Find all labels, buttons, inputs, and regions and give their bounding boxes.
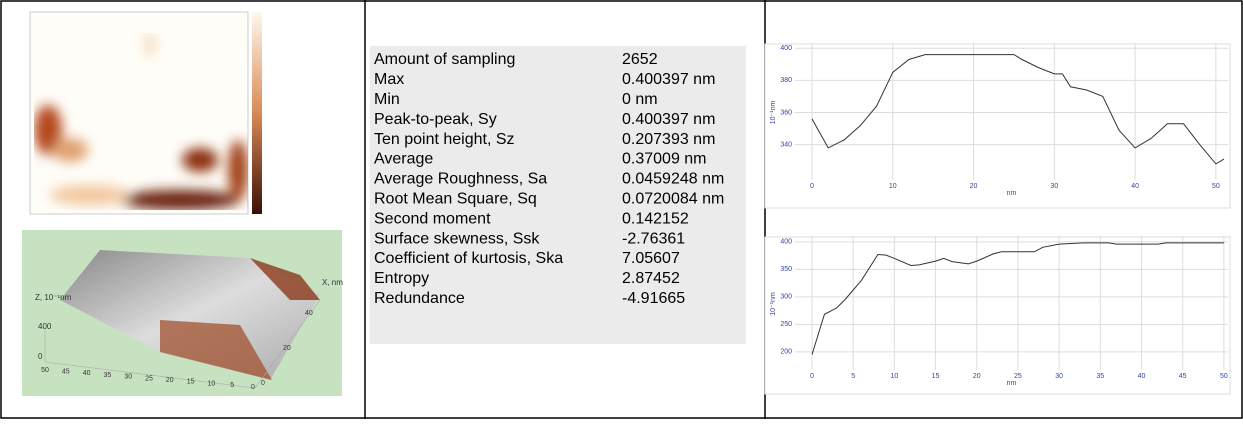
row-value: 0.37009 nm [622,151,707,168]
y-axis-label: 10⁻¹nm [770,292,777,316]
x-tick-label: 45 [62,369,70,376]
surface-3d: Z, 10⁻¹nm X, nm [22,230,343,396]
y-tick-label: 250 [780,321,792,328]
z-tick-label: 0 [38,352,43,361]
y-tick-label: 300 [780,294,792,301]
x-tick-label: 40 [1131,183,1139,190]
row-value: 0.400397 nm [622,111,715,128]
y-tick-label: 350 [780,266,792,273]
z-axis-label: Z, 10⁻¹nm [35,293,72,302]
row-label: Surface skewness, Ssk [374,230,540,247]
row-label: Root Mean Square, Sq [374,191,537,208]
row-value: 2652 [622,51,658,68]
x-tick-label: 35 [104,372,112,379]
x-axis-label: nm [1007,190,1017,197]
x-tick-label: 0 [810,183,814,190]
y-tick-label: 20 [283,345,291,352]
row-label: Second moment [374,210,491,227]
figure: Z, 10⁻¹nm X, nm 400050454035302520151050… [0,0,1243,419]
x-tick-label: 30 [124,374,132,381]
y-tick-label: 400 [780,45,792,52]
x-tick-label: 5 [230,382,234,389]
y-tick-label: 0 [261,380,265,387]
row-label: Min [374,91,400,108]
row-label: Ten point height, Sz [374,131,515,148]
y-tick-label: 200 [780,349,792,356]
plot-frame [765,237,1230,394]
y-tick-label: 400 [780,239,792,246]
row-value: 0.0720084 nm [622,191,724,208]
x-tick-label: 50 [1220,373,1228,380]
row-label: Coefficient of kurtosis, Ska [374,250,563,267]
x-tick-label: 0 [251,384,255,391]
x-axis-label: X, nm [322,278,343,287]
z-tick-label: 400 [38,322,52,331]
x-tick-label: 0 [810,373,814,380]
x-tick-label: 40 [83,370,91,377]
row-label: Amount of sampling [374,51,515,68]
row-value: 0.400397 nm [622,71,715,88]
x-tick-label: 45 [1179,373,1187,380]
row-label: Entropy [374,270,429,287]
row-value: 0 nm [622,91,658,108]
x-tick-label: 10 [889,183,897,190]
row-label: Redundance [374,290,465,307]
x-axis-label: nm [1007,380,1017,387]
row-value: 0.0459248 nm [622,171,724,188]
height-map [30,12,262,214]
x-tick-label: 15 [187,379,195,386]
row-value: -4.91665 [622,290,685,307]
x-tick-label: 25 [1014,373,1022,380]
x-tick-label: 10 [890,373,898,380]
x-tick-label: 10 [208,380,216,387]
row-label: Peak-to-peak, Sy [374,111,497,128]
y-tick-label: 40 [305,310,313,317]
y-tick-label: 360 [780,109,792,116]
x-tick-label: 20 [166,377,174,384]
row-value: 2.87452 [622,270,680,287]
x-tick-label: 40 [1138,373,1146,380]
page: Z, 10⁻¹nm X, nm 400050454035302520151050… [0,0,1243,424]
row-value: 7.05607 [622,250,680,267]
row-label: Average [374,151,433,168]
x-tick-label: 15 [932,373,940,380]
row-value: -2.76361 [622,230,685,247]
row-value: 0.207393 nm [622,131,715,148]
row-label: Max [374,71,404,88]
plot-frame [765,44,1230,208]
x-tick-label: 50 [41,367,49,374]
x-tick-label: 30 [1050,183,1058,190]
x-tick-label: 30 [1055,373,1063,380]
x-tick-label: 50 [1212,183,1220,190]
y-axis-label: 10⁻¹nm [770,101,777,125]
x-tick-label: 20 [970,183,978,190]
y-tick-label: 380 [780,77,792,84]
row-label: Average Roughness, Sa [374,171,547,188]
y-tick-label: 340 [780,141,792,148]
x-tick-label: 20 [973,373,981,380]
x-tick-label: 35 [1096,373,1104,380]
x-tick-label: 5 [851,373,855,380]
row-value: 0.142152 [622,210,689,227]
x-tick-label: 25 [145,375,153,382]
